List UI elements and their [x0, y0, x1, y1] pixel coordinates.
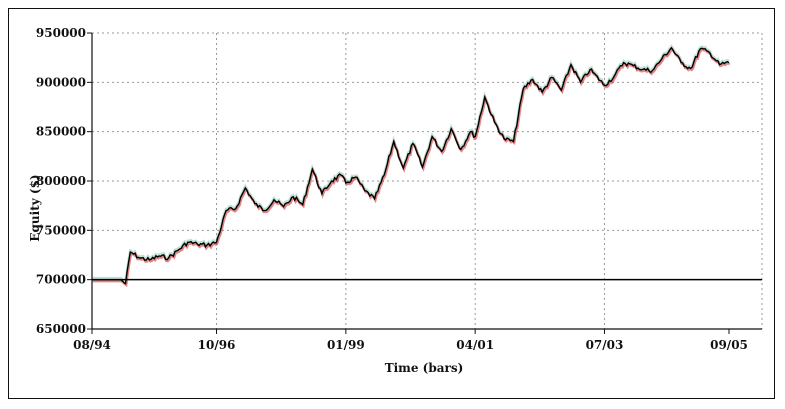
- y-tick-label: 850000: [36, 125, 86, 139]
- label-layer: 650000 700000 750000 800000 850000 900000 9500…: [36, 26, 748, 352]
- grid-layer: [92, 32, 763, 329]
- y-tick-label: 800000: [36, 174, 86, 188]
- y-tick-label: 650000: [36, 322, 86, 336]
- series-down-shade: [92, 47, 731, 288]
- y-axis-title: Equity ($): [28, 174, 42, 241]
- x-tick-label: 07/03: [586, 338, 624, 352]
- y-tick-label: 750000: [36, 223, 86, 237]
- axis-layer: [87, 32, 762, 334]
- y-tick-label: 900000: [36, 75, 86, 89]
- x-tick-label: 10/96: [198, 338, 236, 352]
- x-axis-title: Time (bars): [385, 361, 464, 375]
- y-tick-label: 950000: [36, 26, 86, 40]
- equity-line: [92, 46, 730, 285]
- x-tick-label: 08/94: [73, 338, 111, 352]
- x-tick-label: 01/99: [327, 338, 365, 352]
- series-layer: [92, 44, 731, 288]
- y-tick-label: 700000: [36, 273, 86, 287]
- chart-frame: [8, 8, 775, 399]
- x-tick-label: 09/05: [710, 338, 748, 352]
- x-tick-label: 04/01: [456, 338, 494, 352]
